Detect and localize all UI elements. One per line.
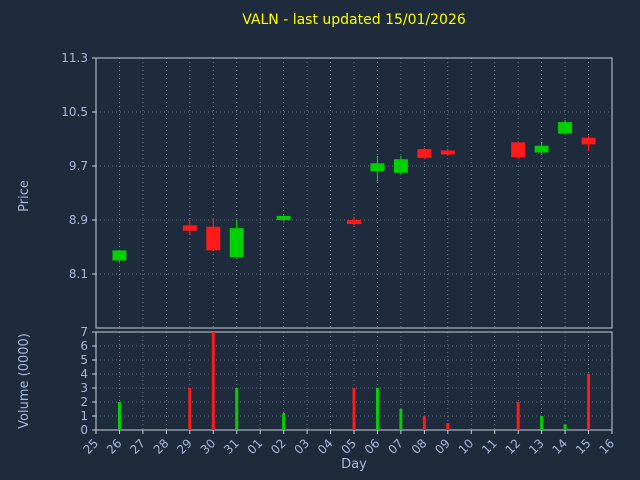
x-tick-label: 29 bbox=[174, 436, 195, 457]
candle-body-06 bbox=[370, 163, 385, 172]
x-axis-label: Day bbox=[341, 457, 367, 472]
volume-axis-label: Volume (0000) bbox=[17, 333, 32, 429]
x-tick-label: 30 bbox=[198, 436, 219, 457]
volume-bar-08 bbox=[422, 416, 426, 430]
volume-bar-07 bbox=[399, 409, 403, 430]
price-panel-spine bbox=[95, 57, 613, 329]
x-tick-label: 13 bbox=[526, 436, 547, 457]
x-tick-label: 11 bbox=[479, 436, 500, 457]
volume-bar-29 bbox=[188, 388, 192, 430]
volume-bar-30 bbox=[211, 332, 215, 430]
candle-body-12 bbox=[511, 142, 526, 158]
candle-body-13 bbox=[534, 145, 549, 153]
volume-tick-label: 1 bbox=[80, 409, 88, 423]
volume-bar-13 bbox=[540, 416, 544, 430]
chart-title: VALN - last updated 15/01/2026 bbox=[242, 12, 466, 28]
candle-body-07 bbox=[393, 159, 408, 173]
x-tick-label: 03 bbox=[292, 436, 313, 457]
x-tick-label: 25 bbox=[80, 436, 101, 457]
candle-body-09 bbox=[440, 150, 455, 155]
price-tick-label: 9.7 bbox=[69, 159, 88, 173]
candle-body-02 bbox=[276, 215, 291, 220]
candle-body-15 bbox=[581, 137, 596, 145]
volume-bar-06 bbox=[375, 388, 379, 430]
volume-bar-12 bbox=[516, 402, 520, 430]
x-tick-label: 12 bbox=[503, 436, 524, 457]
x-tick-label: 15 bbox=[573, 436, 594, 457]
x-tick-label: 14 bbox=[550, 436, 571, 457]
candle-body-26 bbox=[112, 250, 127, 261]
volume-bar-09 bbox=[446, 423, 450, 430]
candle-body-30 bbox=[206, 226, 221, 251]
volume-bar-05 bbox=[352, 388, 356, 430]
x-tick-label: 05 bbox=[338, 436, 359, 457]
x-tick-label: 06 bbox=[362, 436, 383, 457]
candle-body-29 bbox=[182, 225, 197, 231]
volume-tick-label: 6 bbox=[80, 339, 88, 353]
candle-body-08 bbox=[417, 149, 432, 158]
price-tick-label: 8.9 bbox=[69, 213, 88, 227]
candle-body-05 bbox=[347, 220, 361, 225]
volume-bar-26 bbox=[117, 402, 121, 430]
price-tick-label: 10.5 bbox=[61, 105, 88, 119]
x-tick-label: 08 bbox=[409, 436, 430, 457]
volume-tick-label: 4 bbox=[80, 367, 88, 381]
price-tick-label: 11.3 bbox=[61, 51, 88, 65]
price-axis-label: Price bbox=[17, 180, 32, 212]
x-tick-label: 01 bbox=[245, 436, 266, 457]
volume-bar-31 bbox=[235, 388, 239, 430]
price-tick-label: 8.1 bbox=[69, 267, 88, 281]
x-tick-label: 07 bbox=[385, 436, 406, 457]
volume-tick-label: 7 bbox=[80, 325, 88, 339]
candle-body-31 bbox=[229, 228, 244, 258]
x-tick-label: 31 bbox=[221, 436, 242, 457]
volume-tick-label: 3 bbox=[80, 381, 88, 395]
x-tick-label: 02 bbox=[268, 436, 289, 457]
x-tick-label: 10 bbox=[456, 436, 477, 457]
x-tick-label: 26 bbox=[104, 436, 125, 457]
volume-bar-15 bbox=[587, 374, 591, 430]
volume-bar-14 bbox=[563, 424, 567, 430]
x-tick-label: 16 bbox=[596, 436, 617, 457]
x-tick-label: 27 bbox=[127, 436, 148, 457]
volume-bar-02 bbox=[282, 413, 286, 430]
volume-tick-label: 0 bbox=[80, 423, 88, 437]
x-tick-label: 04 bbox=[315, 436, 336, 457]
candle-body-14 bbox=[558, 122, 573, 134]
x-tick-label: 09 bbox=[432, 436, 453, 457]
volume-tick-label: 2 bbox=[80, 395, 88, 409]
x-tick-label: 28 bbox=[151, 436, 172, 457]
volume-tick-label: 5 bbox=[80, 353, 88, 367]
